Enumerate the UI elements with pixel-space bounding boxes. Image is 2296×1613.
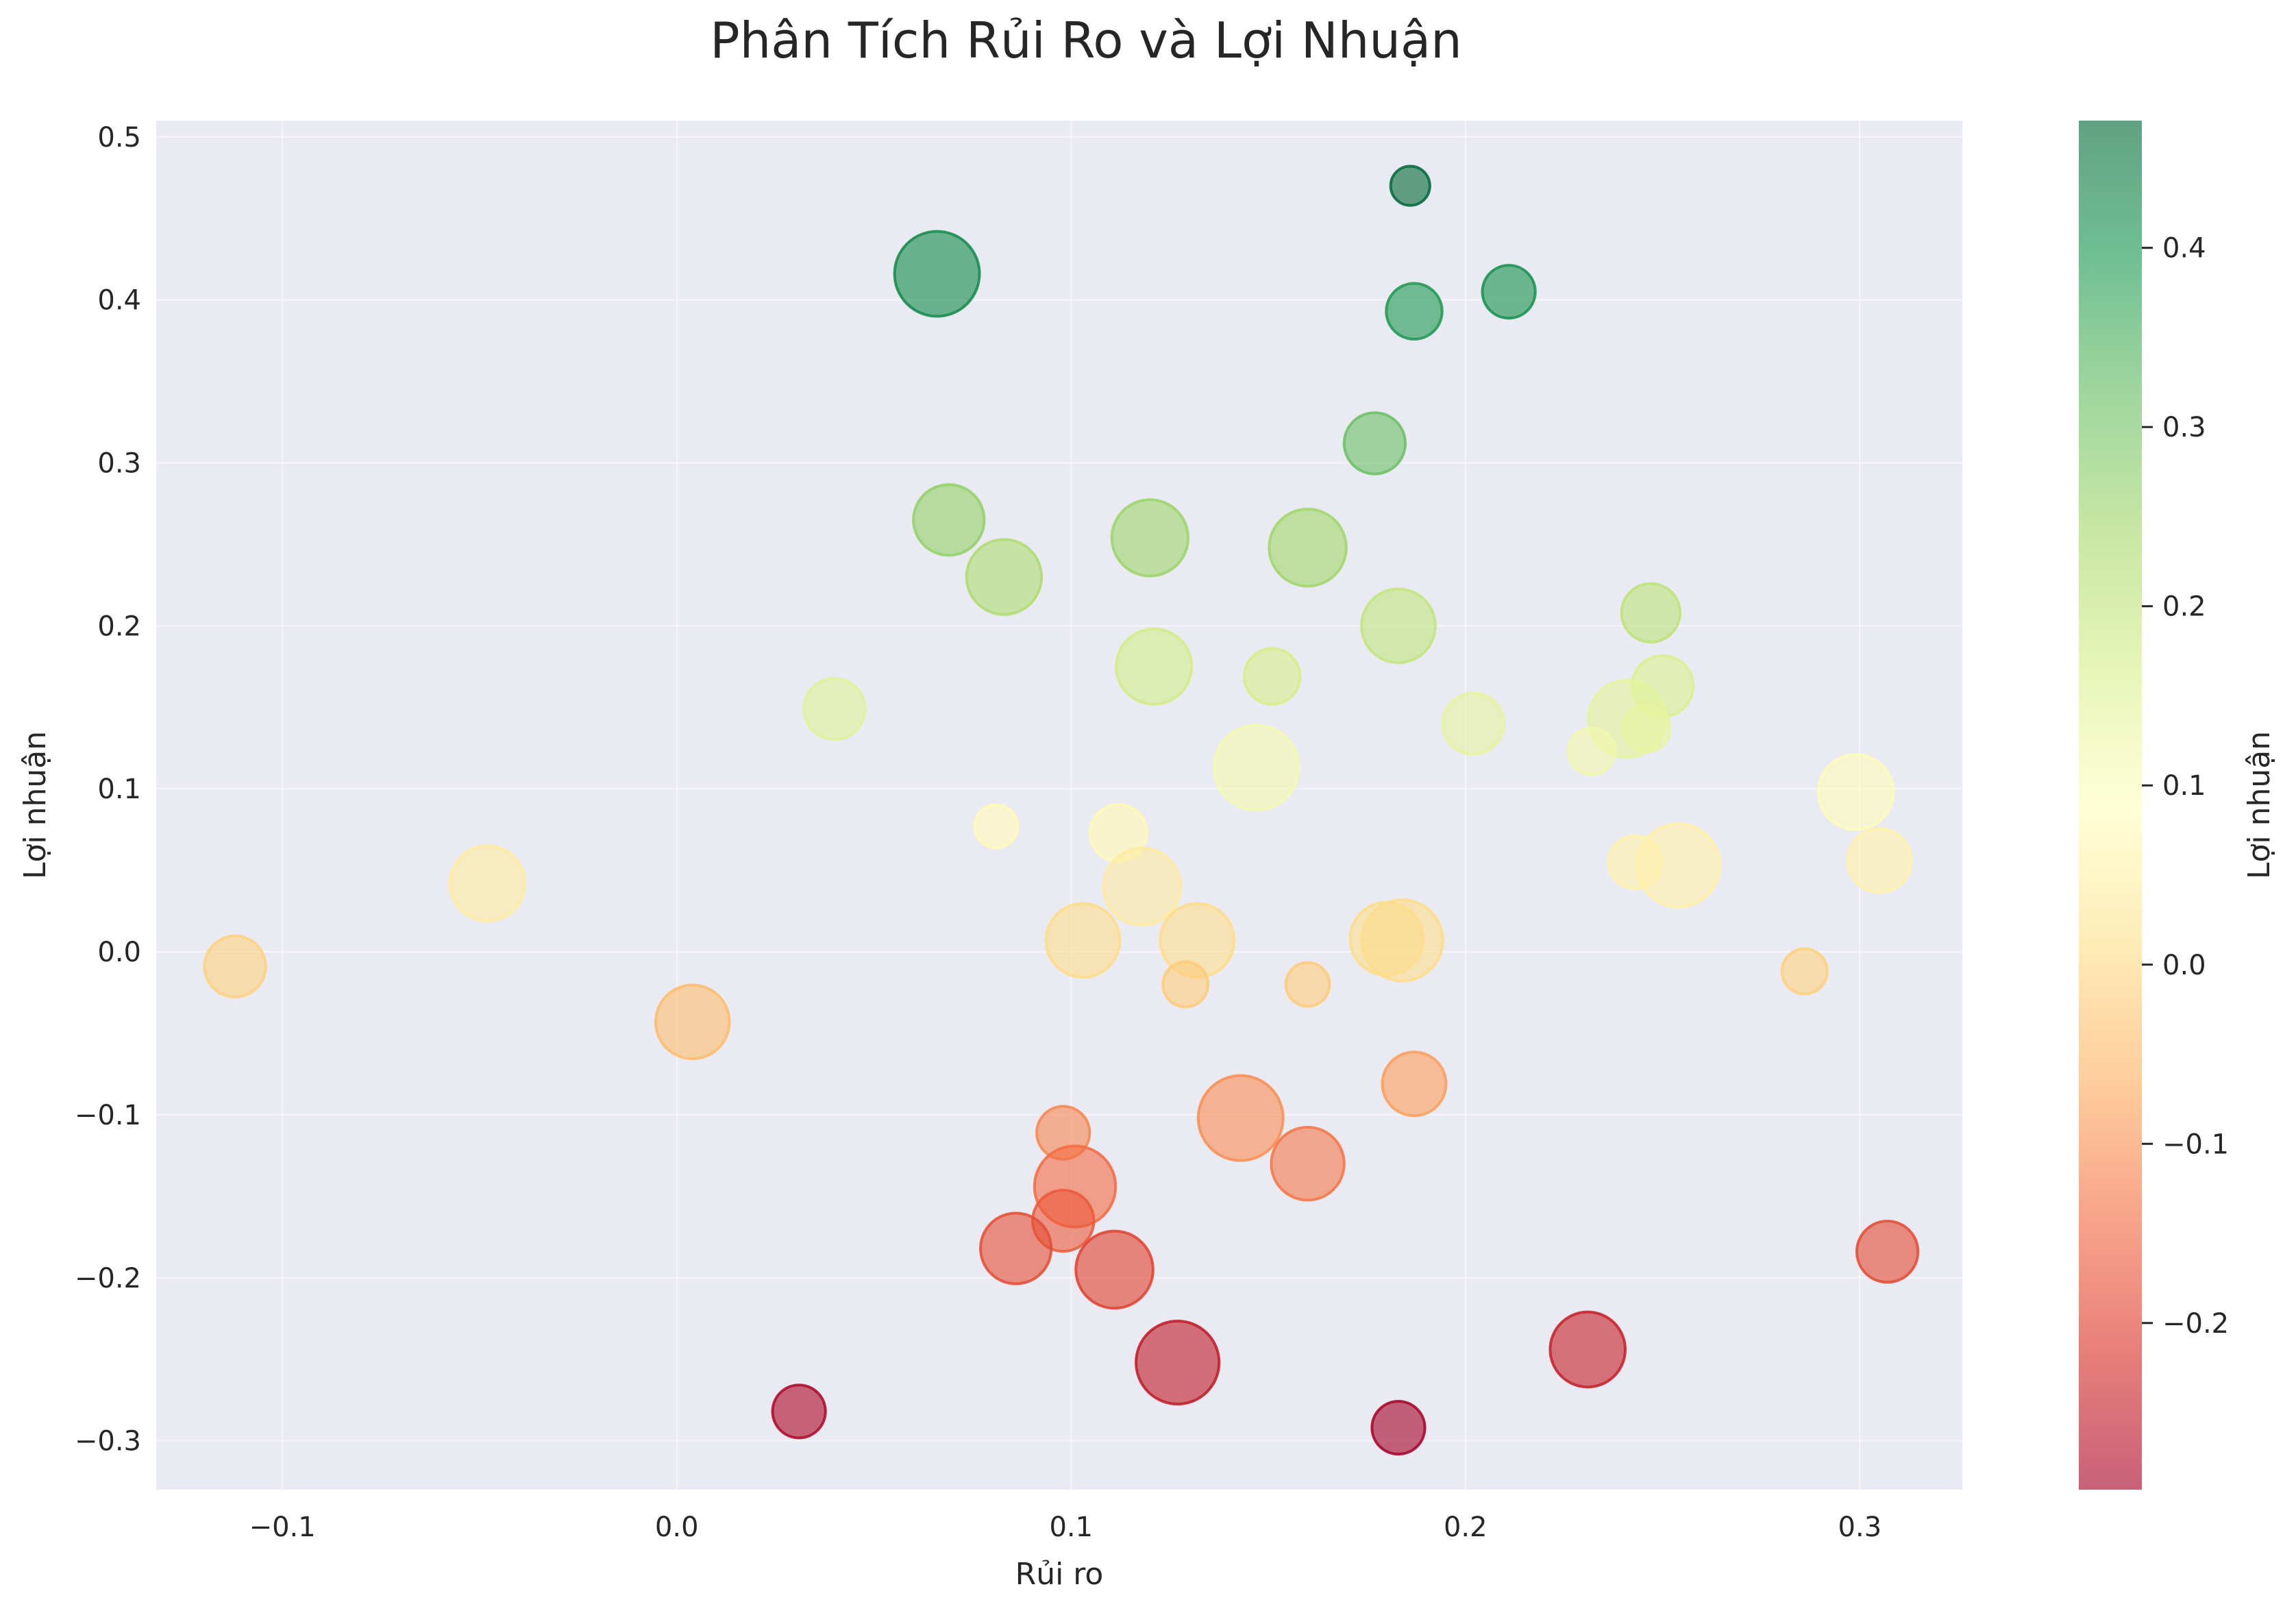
scatter-point <box>448 844 527 922</box>
y-tick-label: 0.0 <box>97 937 141 968</box>
scatter-point <box>1102 846 1183 927</box>
scatter-point <box>1622 704 1672 754</box>
scatter-point <box>1816 753 1895 831</box>
scatter-point <box>1074 1229 1155 1310</box>
y-tick-label: 0.4 <box>97 285 141 317</box>
colorbar-tick-label: −0.1 <box>2162 1129 2229 1160</box>
scatter-point <box>1348 900 1424 977</box>
scatter-points <box>203 164 1920 1456</box>
scatter-point <box>654 983 731 1061</box>
y-tick-label: −0.3 <box>75 1426 141 1457</box>
scatter-point <box>1270 1126 1346 1202</box>
scatter-point <box>1441 691 1505 756</box>
y-tick-label: 0.3 <box>97 448 141 480</box>
y-axis-label: Lợi nhuận <box>18 731 53 879</box>
scatter-point <box>1243 647 1302 706</box>
scatter-point <box>1161 960 1210 1009</box>
scatter-point <box>1855 1220 1920 1284</box>
scatter-point <box>1846 827 1913 894</box>
scatter-point <box>1385 282 1444 341</box>
colorbar-tick-label: 0.3 <box>2162 412 2206 443</box>
chart-title: Phân Tích Rủi Ro và Lợi Nhuận <box>710 12 1462 69</box>
scatter-point <box>1115 627 1194 706</box>
scatter-point <box>912 483 986 557</box>
scatter-point <box>1360 587 1437 665</box>
scatter-point <box>1044 902 1122 979</box>
scatter-point <box>1135 1319 1221 1406</box>
scatter-point <box>1268 507 1348 588</box>
scatter-point <box>1342 411 1407 476</box>
x-tick-label: 0.3 <box>1838 1512 1882 1543</box>
colorbar-tick-label: 0.2 <box>2162 591 2206 623</box>
scatter-point <box>1110 498 1190 578</box>
scatter-point <box>979 1211 1053 1285</box>
x-tick-label: 0.2 <box>1444 1512 1488 1543</box>
y-axis-ticks: −0.3 −0.2 −0.1 0.0 0.1 0.2 0.3 0.4 0.5 <box>75 122 141 1457</box>
scatter-point <box>1780 947 1829 996</box>
x-axis-ticks: −0.1 0.0 0.1 0.2 0.3 <box>249 1512 1882 1543</box>
y-tick-label: −0.1 <box>75 1100 141 1131</box>
colorbar <box>2079 121 2142 1490</box>
scatter-point <box>1481 264 1537 320</box>
scatter-point <box>1389 164 1431 207</box>
scatter-point <box>1212 724 1300 812</box>
scatter-point <box>973 803 1020 850</box>
x-tick-label: −0.1 <box>249 1512 316 1543</box>
x-tick-label: 0.0 <box>655 1512 699 1543</box>
colorbar-tick-label: 0.0 <box>2162 950 2206 981</box>
scatter-point <box>771 1383 827 1440</box>
scatter-point <box>1284 961 1331 1008</box>
scatter-point <box>1196 1074 1285 1162</box>
scatter-point <box>893 230 981 318</box>
colorbar-label: Lợi nhuận <box>2242 731 2277 879</box>
colorbar-tick-label: 0.1 <box>2162 770 2206 802</box>
scatter-point <box>1381 1050 1448 1118</box>
scatter-point <box>203 934 267 999</box>
scatter-point <box>802 676 867 741</box>
y-tick-label: 0.2 <box>97 611 141 642</box>
y-tick-label: −0.2 <box>75 1263 141 1294</box>
x-tick-label: 0.1 <box>1049 1512 1093 1543</box>
y-tick-label: 0.5 <box>97 122 141 153</box>
scatter-point <box>1620 582 1682 644</box>
x-axis-label: Rủi ro <box>1015 1557 1104 1592</box>
plot-area <box>156 121 1962 1490</box>
scatter-point <box>1370 1399 1427 1456</box>
colorbar-tick-label: 0.4 <box>2162 233 2206 264</box>
scatter-point <box>1566 726 1616 776</box>
y-tick-label: 0.1 <box>97 774 141 805</box>
colorbar-tick-label: −0.2 <box>2162 1308 2229 1340</box>
colorbar-ticks: −0.2 −0.1 0.0 0.1 0.2 0.3 0.4 <box>2142 233 2229 1340</box>
scatter-point <box>1548 1310 1627 1389</box>
scatter-point <box>1607 834 1663 890</box>
scatter-point <box>965 538 1044 616</box>
